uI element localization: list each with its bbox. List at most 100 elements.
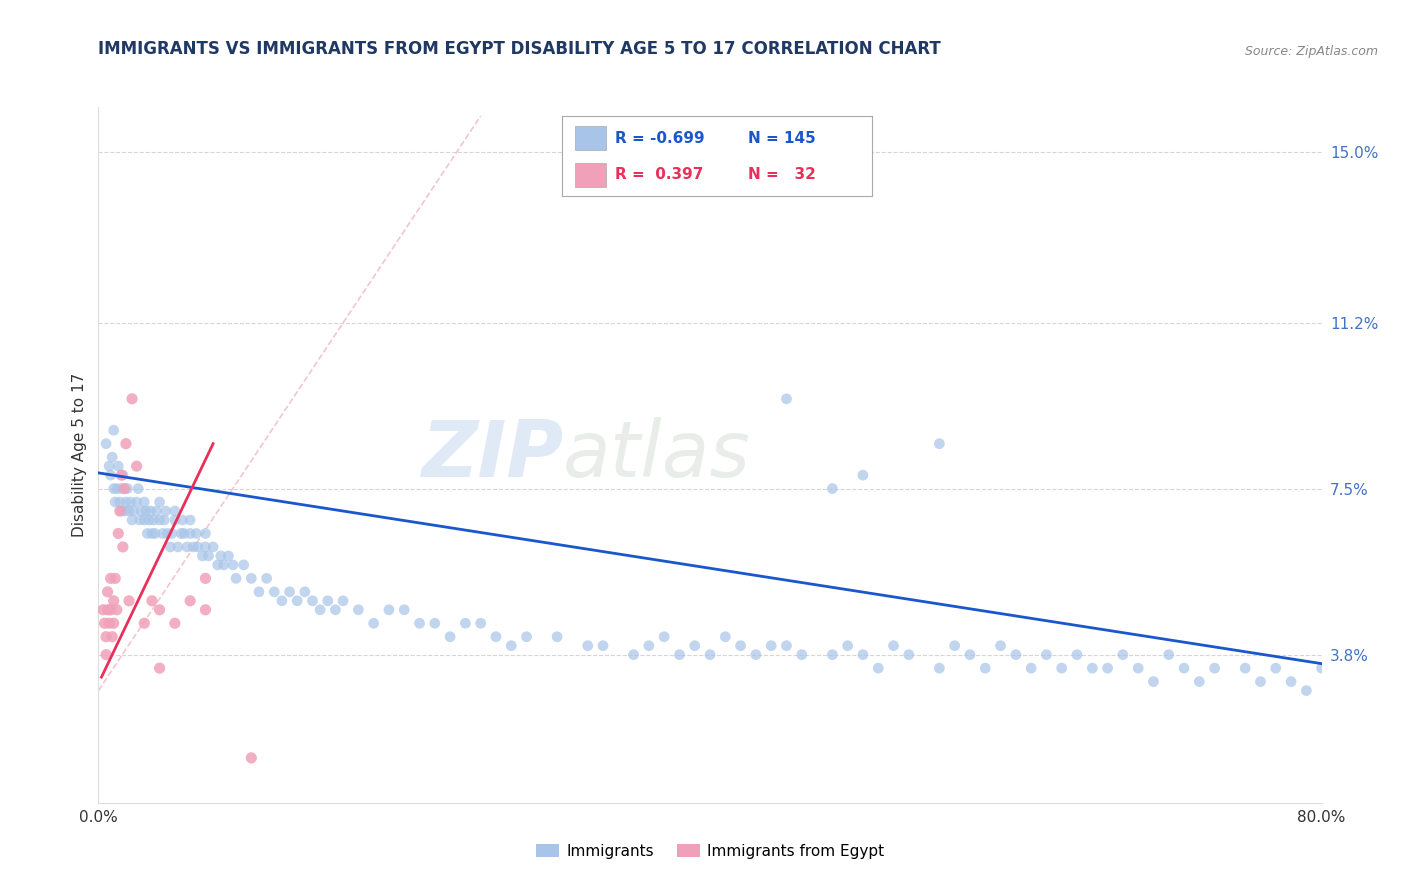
Point xyxy=(485,630,508,644)
Point xyxy=(470,616,492,631)
Point xyxy=(100,571,122,585)
Point xyxy=(392,603,416,617)
Point xyxy=(194,571,217,585)
Point xyxy=(347,603,370,617)
Point xyxy=(240,571,263,585)
Point xyxy=(222,558,245,572)
Point xyxy=(1279,674,1302,689)
Point xyxy=(761,639,783,653)
Point xyxy=(121,513,143,527)
Point xyxy=(1097,661,1119,675)
Point xyxy=(97,603,120,617)
Point xyxy=(181,540,204,554)
Point xyxy=(141,594,163,608)
Point xyxy=(179,526,201,541)
Point xyxy=(107,526,129,541)
Point xyxy=(156,526,179,541)
Point xyxy=(240,751,263,765)
Point xyxy=(209,549,232,563)
Point xyxy=(194,526,217,541)
Point xyxy=(332,594,354,608)
Point xyxy=(187,540,209,554)
Point xyxy=(93,616,115,631)
Point xyxy=(173,526,195,541)
Point xyxy=(790,648,813,662)
Point xyxy=(309,603,332,617)
Point xyxy=(256,571,278,585)
Point xyxy=(136,526,159,541)
Point xyxy=(730,639,752,653)
Point xyxy=(149,513,172,527)
Point xyxy=(897,648,920,662)
Point xyxy=(959,648,981,662)
Text: atlas: atlas xyxy=(564,417,751,493)
Point xyxy=(153,513,176,527)
Point xyxy=(217,549,239,563)
Point xyxy=(316,594,339,608)
Text: R = -0.699: R = -0.699 xyxy=(614,131,704,146)
Point xyxy=(103,594,125,608)
Point xyxy=(107,459,129,474)
Point xyxy=(118,594,141,608)
Point xyxy=(501,639,523,653)
Point xyxy=(285,594,308,608)
Point xyxy=(103,482,125,496)
Point xyxy=(112,504,135,518)
Point xyxy=(125,459,148,474)
Point xyxy=(94,648,117,662)
Point xyxy=(103,616,125,631)
Point xyxy=(101,630,124,644)
Point xyxy=(207,558,229,572)
Point xyxy=(138,513,160,527)
Point xyxy=(97,584,120,599)
Point xyxy=(1264,661,1286,675)
Point xyxy=(163,513,186,527)
Point xyxy=(176,540,198,554)
Point xyxy=(191,549,214,563)
Point xyxy=(149,495,172,509)
Point xyxy=(100,468,122,483)
Point xyxy=(105,482,128,496)
Point xyxy=(1050,661,1073,675)
Point xyxy=(821,482,844,496)
Point xyxy=(179,513,201,527)
Point xyxy=(294,584,316,599)
Point xyxy=(837,639,859,653)
Point xyxy=(91,603,114,617)
Point xyxy=(101,450,124,465)
Point xyxy=(928,436,950,450)
Point xyxy=(1295,683,1317,698)
Point xyxy=(149,603,172,617)
Point xyxy=(1157,648,1180,662)
Point xyxy=(623,648,645,662)
Point xyxy=(652,630,675,644)
Point xyxy=(225,571,247,585)
Point xyxy=(883,639,905,653)
Point xyxy=(170,526,193,541)
Point xyxy=(127,482,149,496)
Point xyxy=(546,630,568,644)
Point xyxy=(868,661,890,675)
Point xyxy=(592,639,614,653)
Point xyxy=(129,504,152,518)
Point xyxy=(378,603,401,617)
Point xyxy=(186,526,208,541)
Point xyxy=(1112,648,1135,662)
Point xyxy=(278,584,301,599)
Text: N = 145: N = 145 xyxy=(748,131,815,146)
Point xyxy=(111,468,134,483)
Point xyxy=(172,513,194,527)
Point xyxy=(1081,661,1104,675)
Point xyxy=(110,504,132,518)
Point xyxy=(683,639,706,653)
Point xyxy=(94,630,117,644)
Point xyxy=(232,558,254,572)
Point xyxy=(943,639,966,653)
Point xyxy=(1128,661,1150,675)
Point xyxy=(108,504,131,518)
Point xyxy=(100,603,122,617)
Point xyxy=(163,504,186,518)
Point xyxy=(821,648,844,662)
FancyBboxPatch shape xyxy=(575,127,606,151)
Point xyxy=(745,648,768,662)
